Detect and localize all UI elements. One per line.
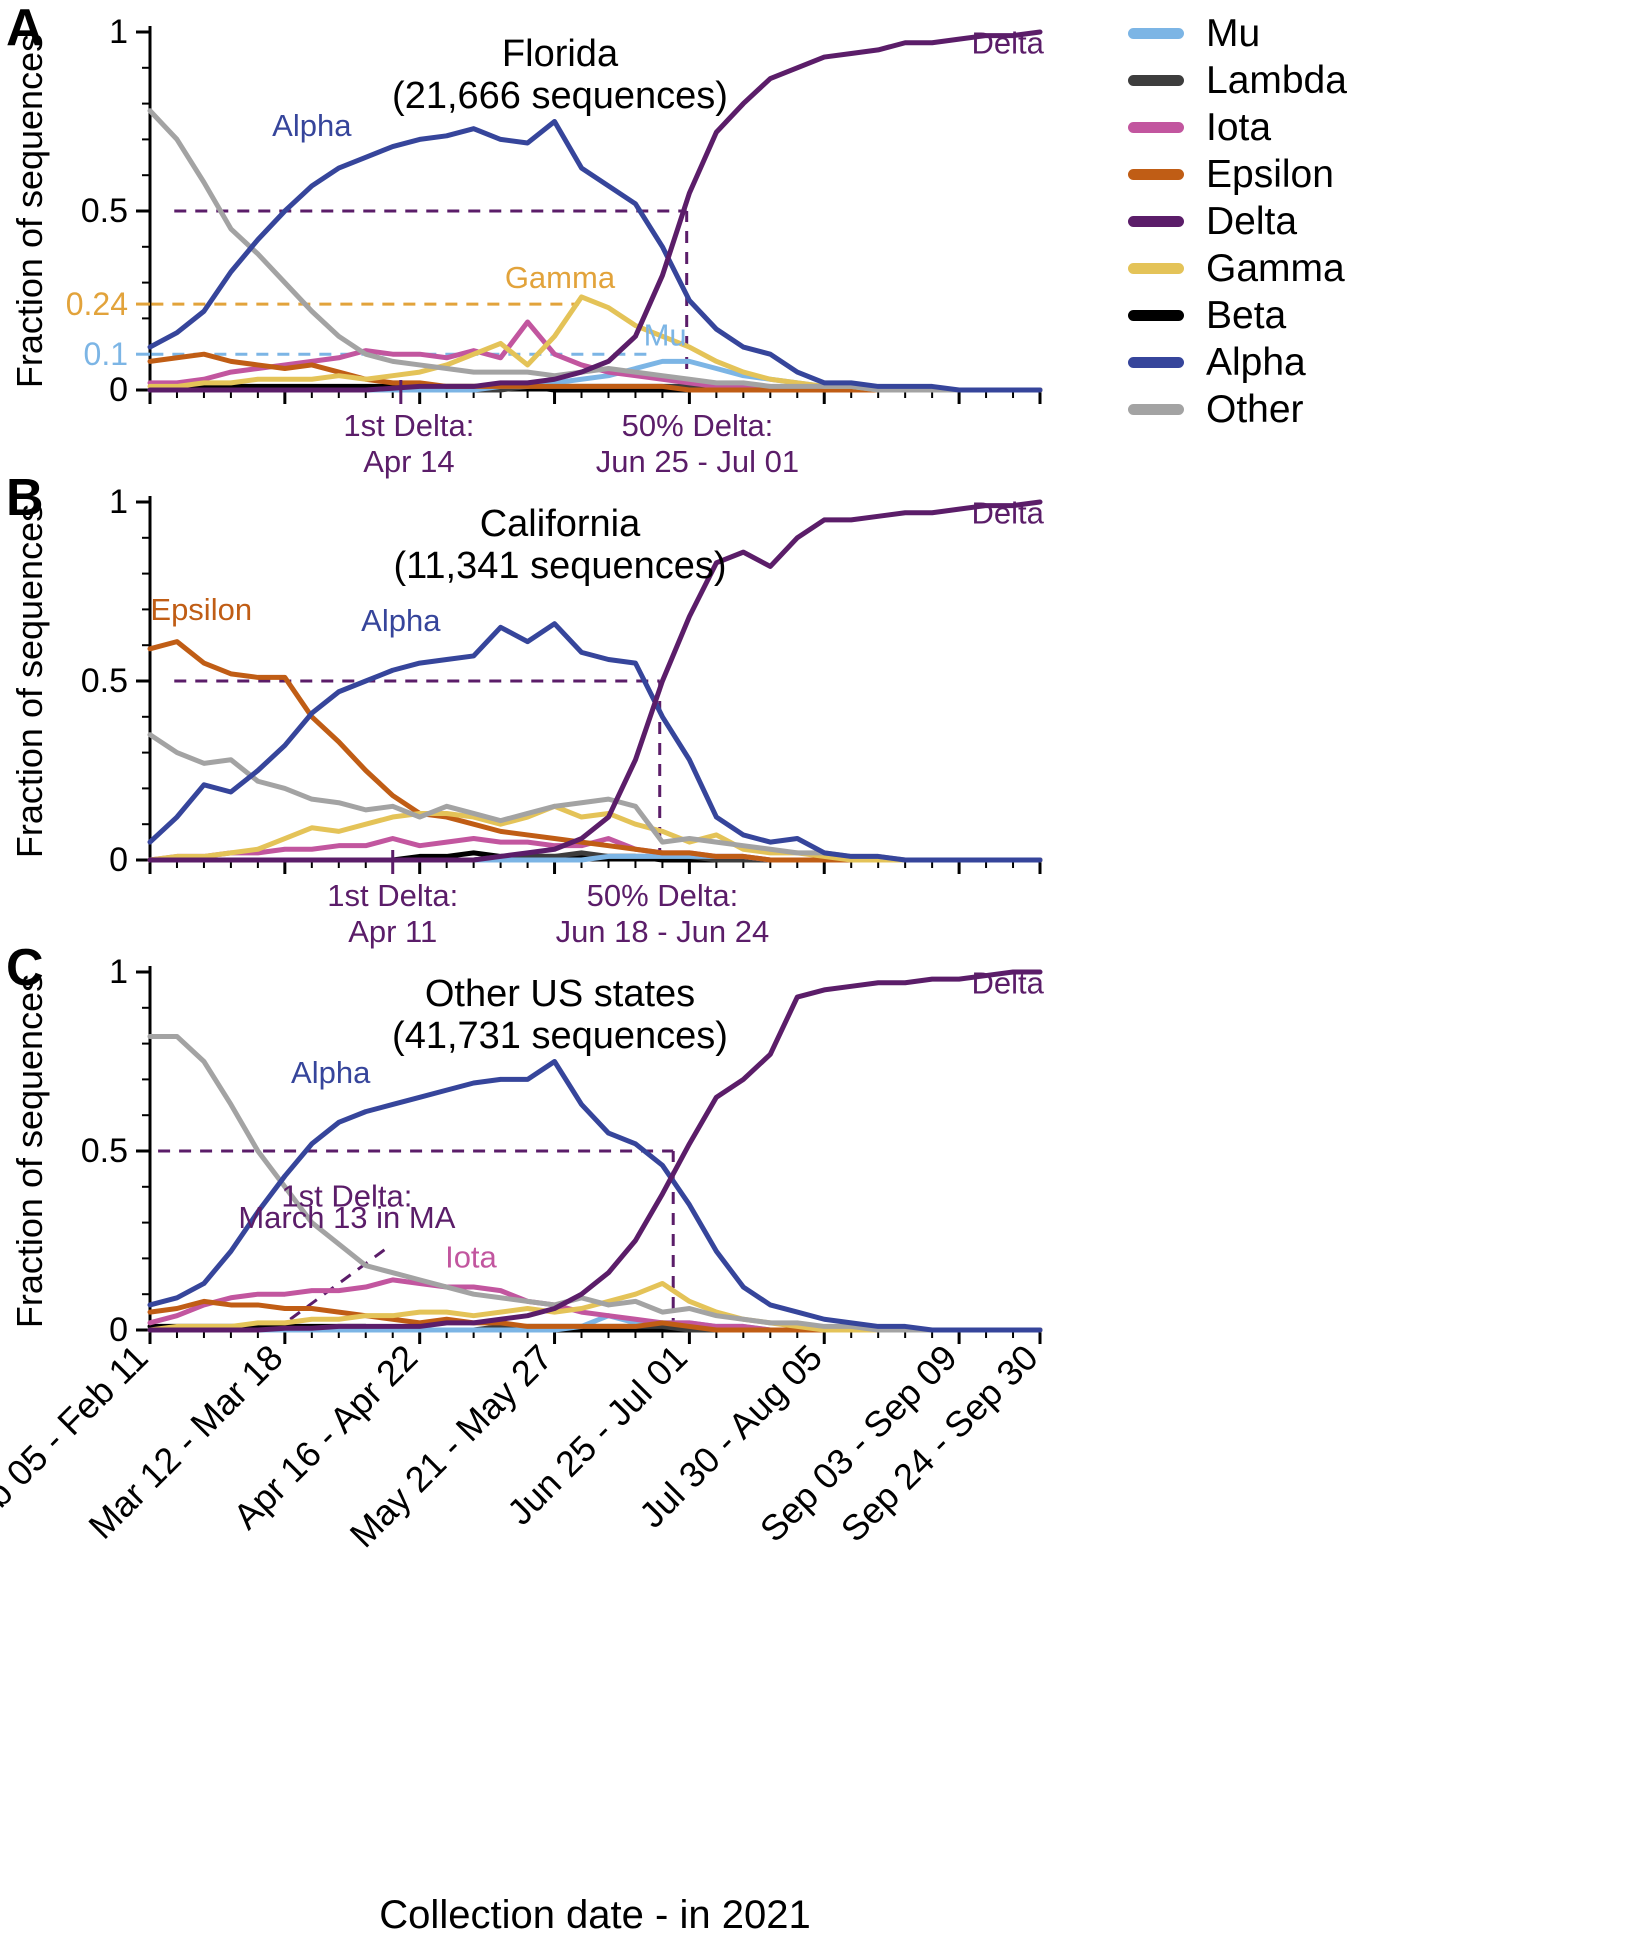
legend-swatch-alpha — [1128, 357, 1184, 368]
legend-item-delta: Delta — [1128, 198, 1648, 245]
legend-label: Delta — [1206, 199, 1298, 243]
annotation-mu: Mu — [644, 317, 687, 352]
axis-note: 50% Delta: — [587, 878, 739, 913]
legend-item-gamma: Gamma — [1128, 245, 1648, 292]
panel-c-title: Other US states — [425, 973, 695, 1015]
legend-swatch-gamma — [1128, 263, 1184, 274]
panel-b-chart: 0 0.5 1 Epsilon Alpha Delta 1st Delta:Apr 11 50… — [9, 483, 1045, 949]
axis-note: Jun 18 - Jun 24 — [556, 914, 770, 949]
annotation-alpha: Alpha — [291, 1055, 371, 1090]
axis-note: 1st Delta: — [343, 408, 474, 443]
legend-item-lambda: Lambda — [1128, 57, 1648, 104]
annotation-gamma: Gamma — [505, 260, 616, 295]
axis-note: Apr 11 — [348, 914, 437, 949]
legend-label: Lambda — [1206, 58, 1347, 102]
legend-swatch-beta — [1128, 310, 1184, 321]
y-tick-label: 0.5 — [81, 1132, 128, 1170]
x-axis-title: Collection date - in 2021 — [379, 1893, 811, 1937]
panel-c-subtitle: (41,731 sequences) — [392, 1015, 728, 1057]
legend-swatch-iota — [1128, 122, 1184, 133]
legend-label: Iota — [1206, 105, 1272, 149]
legend-item-iota: Iota — [1128, 104, 1648, 151]
legend-item-mu: Mu — [1128, 10, 1648, 57]
y-tick-label: 1 — [109, 13, 128, 51]
series-line-other — [147, 1033, 1043, 1333]
panel-a-plot: 0 0.5 1 0.24 0.1 Alpha Gamma Mu Delta 1st Delta:A… — [66, 13, 1045, 479]
panel-a-letter: A — [6, 0, 44, 57]
series-line-delta — [147, 499, 1043, 863]
legend: Mu Lambda Iota Epsilon Delta Gamma Beta Alpha Ot… — [1128, 10, 1648, 433]
legend-item-alpha: Alpha — [1128, 339, 1648, 386]
axis-note: Jun 25 - Jul 01 — [596, 444, 799, 479]
panel-a-title: Florida — [502, 33, 619, 75]
annotation-epsilon: Epsilon — [150, 592, 252, 627]
annotation-delta: Delta — [971, 495, 1044, 530]
y-tick-label: 0 — [109, 371, 128, 409]
legend-item-other: Other — [1128, 386, 1648, 433]
annotation-delta: Delta — [971, 965, 1044, 1000]
legend-swatch-mu — [1128, 28, 1184, 39]
series-line-delta — [147, 969, 1043, 1333]
y-axis-label: Fraction of sequences — [9, 504, 50, 858]
series-line-alpha — [147, 621, 1043, 863]
series-line-alpha — [147, 119, 1043, 393]
legend-label: Epsilon — [1206, 152, 1334, 196]
legend-swatch-other — [1128, 404, 1184, 415]
axis-note: 50% Delta: — [622, 408, 774, 443]
panel-c-chart: 0 0.5 1 Alpha 1st Delta:March 13 in MA Iota De… — [0, 953, 1046, 1555]
series-line-alpha — [147, 1059, 1043, 1333]
legend-label: Beta — [1206, 293, 1287, 337]
y-axis-label: Fraction of sequences — [9, 34, 50, 388]
y-tick-label: 0 — [109, 1311, 128, 1349]
y-axis-label: Fraction of sequences — [9, 974, 50, 1328]
legend-label: Other — [1206, 387, 1304, 431]
y-tick-label: 0.5 — [81, 192, 128, 230]
panel-a-chart: 0 0.5 1 0.24 0.1 Alpha Gamma Mu Delta 1st Delta:A… — [9, 13, 1045, 479]
annotation-1st-delta-: 1st Delta: — [281, 1178, 412, 1213]
y-tick-label: 0 — [109, 841, 128, 879]
panel-b-title: California — [480, 503, 641, 545]
panel-b-letter: B — [6, 469, 44, 527]
legend-item-beta: Beta — [1128, 292, 1648, 339]
annotation-alpha: Alpha — [361, 603, 441, 638]
annotation-alpha: Alpha — [272, 108, 352, 143]
y-tick-label: 0.5 — [81, 662, 128, 700]
series-line-delta — [147, 29, 1043, 393]
axis-note: Apr 14 — [363, 444, 454, 479]
legend-swatch-epsilon — [1128, 169, 1184, 180]
legend-swatch-lambda — [1128, 75, 1184, 86]
legend-label: Mu — [1206, 11, 1261, 55]
y-extra-tick-label: 0.1 — [84, 336, 128, 372]
panel-b-subtitle: (11,341 sequences) — [393, 545, 726, 587]
annotation-delta: Delta — [971, 25, 1044, 60]
annotation-iota: Iota — [445, 1239, 497, 1274]
y-tick-label: 1 — [109, 483, 128, 521]
panel-c-letter: C — [6, 939, 44, 997]
axis-note: 1st Delta: — [327, 878, 458, 913]
annotation-march-13-in-ma: March 13 in MA — [238, 1200, 455, 1235]
legend-swatch-delta — [1128, 216, 1184, 227]
series-line-other — [147, 108, 1043, 393]
legend-item-epsilon: Epsilon — [1128, 151, 1648, 198]
legend-label: Gamma — [1206, 246, 1345, 290]
legend-label: Alpha — [1206, 340, 1306, 384]
y-tick-label: 1 — [109, 953, 128, 991]
panel-b-plot: 0 0.5 1 Epsilon Alpha Delta 1st Delta:Apr 11 50… — [81, 483, 1045, 949]
y-extra-tick-label: 0.24 — [66, 286, 128, 322]
panel-a-subtitle: (21,666 sequences) — [392, 75, 728, 117]
